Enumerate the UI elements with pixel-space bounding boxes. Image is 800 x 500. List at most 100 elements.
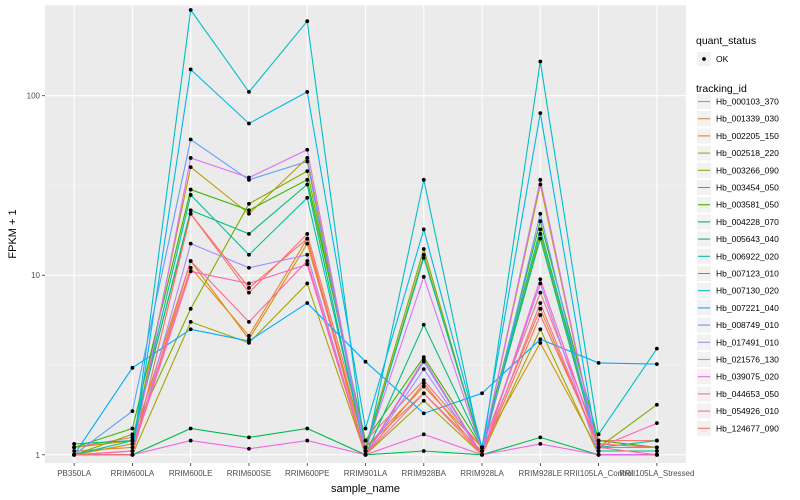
data-point	[130, 426, 135, 431]
data-point	[538, 281, 543, 286]
legend-label: OK	[716, 54, 729, 64]
data-point	[188, 137, 193, 142]
data-point	[188, 208, 193, 213]
data-point	[188, 269, 193, 274]
data-point	[538, 211, 543, 216]
data-point	[363, 449, 368, 453]
legend-label: Hb_044653_050	[716, 389, 779, 399]
legend-label: Hb_001339_030	[716, 114, 779, 124]
data-point	[247, 319, 251, 324]
data-point	[305, 262, 310, 267]
data-point	[188, 327, 193, 332]
data-point	[188, 8, 193, 12]
data-point	[305, 182, 310, 187]
data-point	[72, 445, 77, 450]
data-point	[247, 211, 251, 216]
data-point	[538, 227, 543, 232]
data-point	[130, 438, 135, 443]
x-axis-title: sample_name	[331, 483, 400, 495]
data-point	[421, 274, 426, 279]
data-point	[538, 306, 543, 311]
data-point	[538, 441, 543, 446]
x-tick-label: RRIM600LE	[169, 469, 213, 478]
data-point	[305, 241, 310, 246]
data-point	[654, 362, 659, 366]
data-point	[247, 339, 251, 343]
y-axis-title: FPKM + 1	[7, 209, 19, 258]
data-point	[130, 445, 135, 450]
data-point	[247, 121, 251, 126]
data-point	[247, 286, 251, 290]
data-point	[480, 449, 484, 453]
data-point	[538, 231, 543, 236]
data-point	[305, 156, 310, 160]
data-point	[596, 438, 601, 443]
data-point	[596, 445, 601, 450]
data-point	[188, 438, 193, 443]
data-point	[538, 111, 543, 115]
data-point	[188, 265, 193, 270]
data-point	[596, 452, 601, 457]
data-point	[305, 147, 310, 152]
data-point	[363, 359, 368, 364]
data-point	[538, 301, 543, 305]
data-point	[538, 182, 543, 187]
legend-point-icon	[702, 57, 706, 61]
data-point	[188, 211, 193, 216]
data-point	[538, 313, 543, 317]
data-point	[363, 452, 368, 457]
legend-title-quant-status: quant_status	[696, 35, 756, 47]
y-tick-label: 1	[36, 451, 41, 460]
data-point	[72, 452, 77, 457]
x-tick-label: RRIM901LA	[344, 469, 388, 478]
legend-title-tracking-id: tracking_id	[696, 83, 747, 95]
data-point	[421, 411, 426, 416]
data-point	[305, 252, 310, 257]
data-point	[363, 426, 368, 431]
legend-label: Hb_000103_370	[716, 97, 779, 107]
data-point	[188, 187, 193, 192]
data-point	[538, 219, 543, 224]
data-point	[421, 177, 426, 182]
data-point	[654, 346, 659, 351]
data-point	[247, 231, 251, 236]
data-point	[247, 89, 251, 94]
data-point	[421, 432, 426, 437]
data-point	[305, 89, 310, 94]
data-point	[130, 441, 135, 446]
legend-label: Hb_039075_020	[716, 372, 779, 382]
x-axis: PB350LA RRIM600LA RRIM600LE RRIM600SE RRIM60…	[57, 463, 694, 478]
data-point	[247, 446, 251, 451]
data-point	[188, 67, 193, 72]
data-point	[305, 236, 310, 241]
data-point	[538, 337, 543, 342]
data-point	[538, 277, 543, 282]
data-point	[654, 449, 659, 453]
x-tick-label: RRIM600PE	[285, 469, 329, 478]
legend-label: Hb_002205_150	[716, 131, 779, 141]
data-point	[130, 435, 135, 440]
data-point	[421, 384, 426, 389]
legend-label: Hb_006922_020	[716, 251, 779, 261]
data-point	[188, 241, 193, 246]
x-tick-label: RRIM928LA	[460, 469, 504, 478]
data-point	[188, 319, 193, 324]
data-point	[247, 265, 251, 270]
data-point	[596, 432, 601, 437]
data-point	[421, 367, 426, 372]
data-point	[596, 360, 601, 365]
data-point	[130, 365, 135, 370]
legend-label: Hb_007123_010	[716, 269, 779, 279]
data-point	[188, 306, 193, 311]
data-point	[247, 252, 251, 257]
data-point	[247, 281, 251, 286]
legend-label: Hb_021576_130	[716, 355, 779, 365]
data-point	[305, 301, 310, 305]
data-point	[421, 255, 426, 260]
x-tick-label: RRII105LA_Control	[564, 469, 634, 478]
data-point	[247, 208, 251, 213]
data-point	[538, 435, 543, 440]
data-point	[654, 421, 659, 426]
x-tick-label: RRIM928LE	[519, 469, 563, 478]
